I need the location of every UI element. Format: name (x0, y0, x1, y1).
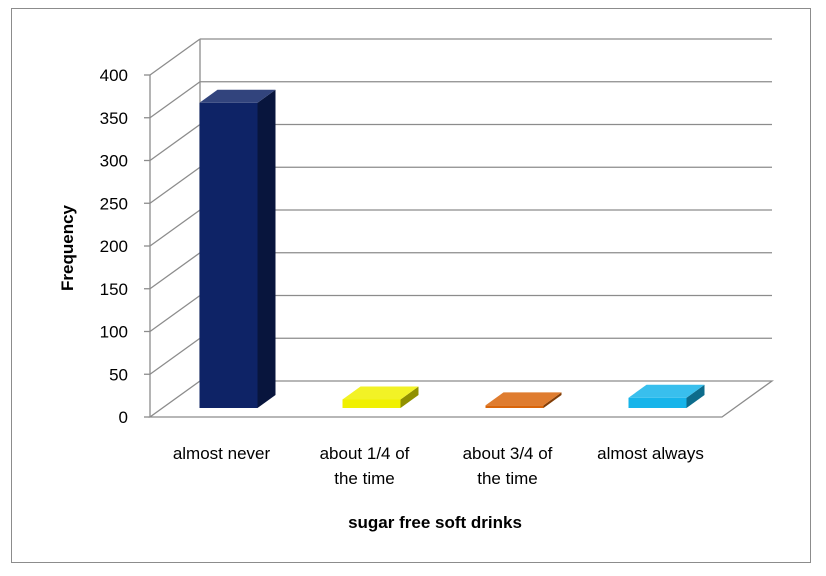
gridline-side (149, 123, 201, 162)
y-axis-ticks: 0 50 100 150 200 250 300 350 400 (100, 66, 150, 427)
bar-side (400, 386, 419, 408)
bar-front (485, 405, 544, 408)
bar-front (342, 399, 401, 408)
bar-4 (628, 384, 705, 408)
gridline-side (149, 38, 201, 76)
y-axis-title: Frequency (58, 204, 77, 291)
y-tick-label: 200 (100, 237, 128, 256)
bar-side (686, 384, 705, 408)
bar-top (485, 392, 562, 406)
gridline-side (149, 294, 201, 333)
bar-top (199, 89, 276, 103)
y-tick-label: 100 (100, 323, 128, 342)
x-tick-label: about 1/4 of the time (320, 444, 410, 488)
bar-side (543, 392, 562, 408)
x-axis-categories: almost never about 1/4 of the time about 3/… (173, 444, 704, 488)
bars (199, 89, 705, 408)
y-tick-label: 300 (100, 152, 128, 171)
bar-side (257, 89, 276, 408)
x-tick-label: about 3/4 of the time (463, 444, 553, 488)
chart-floor (147, 380, 775, 418)
gridline-side (149, 166, 201, 204)
gridline-side (149, 252, 201, 290)
y-tick-label: 50 (109, 365, 128, 384)
y-tick-label: 350 (100, 109, 128, 128)
bar-1 (199, 89, 276, 408)
y-tick-label: 250 (100, 194, 128, 213)
x-tick-label: almost always (597, 444, 704, 463)
gridline-side (149, 337, 201, 375)
bar-2 (342, 386, 419, 408)
gridline-side (149, 81, 201, 119)
y-tick-label: 150 (100, 280, 128, 299)
bar-top (628, 384, 705, 398)
bar-3 (485, 392, 562, 408)
x-tick-label: almost never (173, 444, 271, 463)
chart-frame (11, 8, 811, 563)
gridlines (147, 38, 775, 418)
bar-front (199, 102, 258, 408)
y-tick-label: 400 (100, 66, 128, 85)
y-tick-label: 0 (119, 408, 128, 427)
gridline-side (149, 209, 201, 247)
bar-top (342, 386, 419, 400)
bar-front (628, 397, 687, 408)
x-axis-title: sugar free soft drinks (348, 513, 522, 532)
